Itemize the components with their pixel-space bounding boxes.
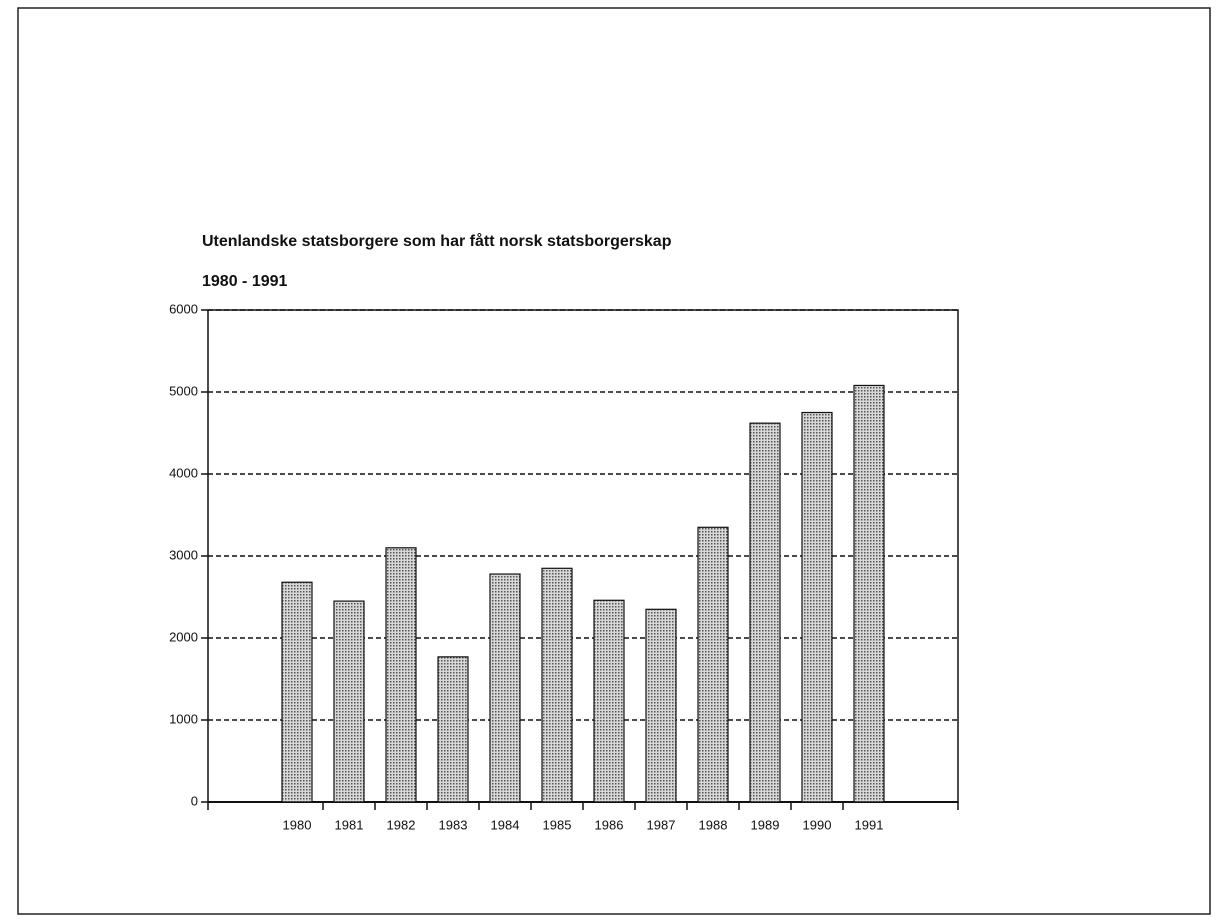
x-tick-label: 1986 (595, 817, 624, 832)
bar (801, 411, 833, 803)
bar (333, 600, 365, 803)
bar (489, 573, 521, 803)
bar (749, 422, 781, 803)
y-tick-label: 2000 (169, 629, 198, 644)
x-tick-label: 1990 (803, 817, 832, 832)
bar (593, 599, 625, 803)
chart-subtitle: 1980 - 1991 (202, 273, 288, 290)
x-tick-label: 1981 (335, 817, 364, 832)
chart-title: Utenlandske statsborgere som har fått no… (202, 232, 672, 250)
x-tick-label: 1980 (283, 817, 312, 832)
x-tick-label: 1989 (751, 817, 780, 832)
y-tick-label: 0 (191, 793, 198, 808)
y-tick-label: 5000 (169, 383, 198, 398)
bar (281, 581, 313, 803)
y-tick-label: 3000 (169, 547, 198, 562)
x-tick-label: 1991 (855, 817, 884, 832)
x-tick-label: 1982 (387, 817, 416, 832)
y-tick-label: 6000 (169, 301, 198, 316)
y-tick-label: 4000 (169, 465, 198, 480)
x-tick-label: 1984 (491, 817, 520, 832)
x-tick-label: 1983 (439, 817, 468, 832)
bar (541, 567, 573, 803)
x-tick-label: 1988 (699, 817, 728, 832)
page-frame (17, 7, 1211, 915)
y-tick-label: 1000 (169, 711, 198, 726)
bar (697, 526, 729, 803)
bar (645, 608, 677, 803)
bar (385, 547, 417, 803)
x-tick-label: 1985 (543, 817, 572, 832)
x-tick-label: 1987 (647, 817, 676, 832)
bar (437, 656, 469, 803)
bar (853, 384, 885, 803)
